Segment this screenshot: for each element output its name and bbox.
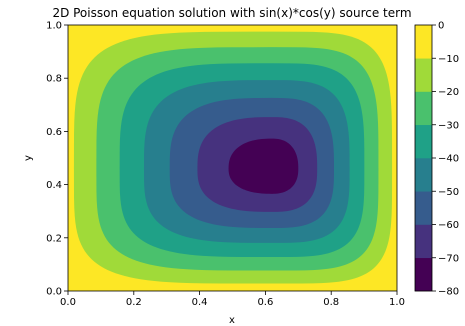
colorbar-tick-label: −70 [438, 253, 459, 264]
colorbar-tick-label: −40 [438, 154, 459, 165]
colorbar-tick-label: −20 [438, 87, 459, 98]
colorbar-segment [415, 25, 432, 59]
colorbar-segment [415, 191, 432, 225]
colorbar-tick-label: −50 [438, 187, 459, 198]
y-axis: 0.0 0.2 0.4 0.6 0.8 1.0 [46, 21, 68, 298]
colorbar-segment [415, 257, 432, 292]
colorbar-tick-label: −10 [438, 54, 459, 65]
chart-title: 2D Poisson equation solution with sin(x)… [52, 6, 411, 20]
y-tick-label: 0.0 [46, 287, 62, 298]
x-axis-label: x [229, 315, 235, 326]
plot-area [68, 25, 397, 291]
colorbar-tick-label: −80 [438, 287, 459, 298]
x-tick-label: 0.2 [126, 297, 142, 308]
contour-band [228, 138, 299, 194]
colorbar-segment [415, 224, 432, 259]
x-tick-label: 0.6 [257, 297, 273, 308]
y-tick-label: 0.6 [46, 127, 62, 138]
x-tick-label: 0.0 [60, 297, 76, 308]
colorbar-segment [415, 124, 432, 159]
colorbar-tick-label: −60 [438, 220, 459, 231]
x-axis: 0.0 0.2 0.4 0.6 0.8 1.0 [60, 291, 405, 308]
colorbar-segment [415, 91, 432, 126]
y-tick-label: 0.4 [46, 180, 62, 191]
x-tick-label: 0.4 [192, 297, 208, 308]
x-tick-label: 1.0 [389, 297, 405, 308]
x-tick-label: 0.8 [323, 297, 339, 308]
y-tick-label: 0.8 [46, 74, 62, 85]
y-tick-label: 0.2 [46, 233, 62, 244]
y-axis-label: y [23, 155, 34, 161]
colorbar-segment [415, 58, 432, 92]
colorbar-segment [415, 158, 432, 192]
colorbar-tick-label: 0 [438, 21, 444, 32]
colorbar-tick-label: −30 [438, 120, 459, 131]
plot-frame [67, 24, 398, 292]
y-tick-label: 1.0 [46, 21, 62, 32]
colorbar: 0 −10 −20 −30 −40 −50 −60 −70 −80 [414, 21, 459, 298]
